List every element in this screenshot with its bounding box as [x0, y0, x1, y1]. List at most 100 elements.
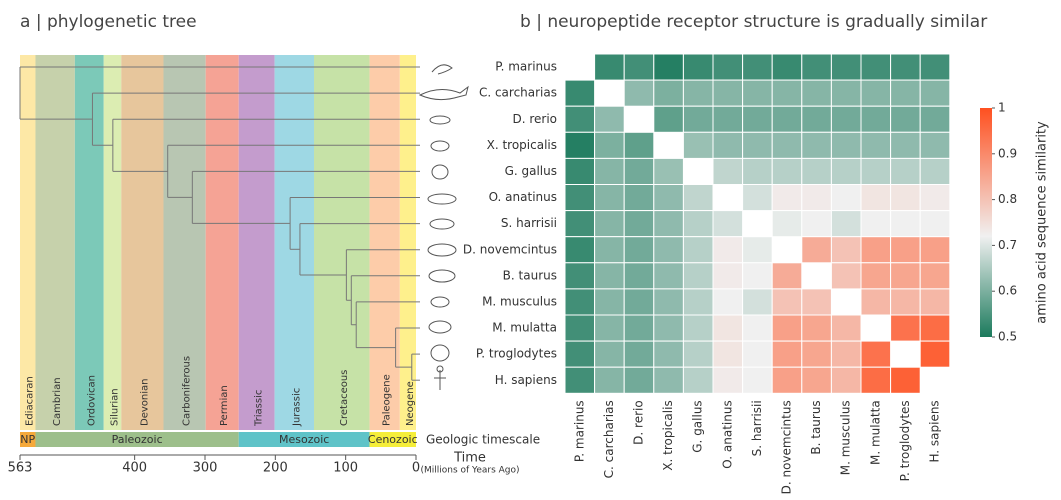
period-band	[121, 55, 164, 430]
heatmap-cell	[653, 210, 684, 238]
heatmap-cell	[801, 340, 832, 368]
heatmap-cell	[919, 340, 951, 368]
icon-chimp	[430, 344, 450, 362]
colorbar-label: amino acid sequence similarity	[1035, 121, 1050, 324]
period-band	[205, 55, 239, 430]
heatmap-cell	[653, 236, 684, 264]
heatmap-cell	[860, 236, 892, 264]
heatmap-cell	[742, 53, 773, 81]
heatmap-cell	[623, 157, 655, 185]
heatmap-cell	[830, 366, 862, 394]
heatmap-cell	[653, 262, 684, 290]
row-label: X. tropicalis	[487, 138, 557, 152]
heatmap-cell	[623, 262, 655, 290]
heatmap-cell	[564, 105, 596, 133]
era-label: Paleozoic	[112, 433, 163, 446]
heatmap-cell	[712, 314, 744, 342]
col-label: D. rerio	[632, 400, 646, 445]
period-band	[35, 55, 75, 430]
col-label: D. novemcintus	[780, 400, 794, 494]
heatmap-cell	[623, 210, 655, 238]
heatmap-cell	[890, 53, 921, 81]
heatmap-cell	[682, 105, 714, 133]
heatmap-cell	[742, 262, 773, 290]
heatmap-cell	[623, 53, 655, 81]
heatmap-cell	[771, 210, 803, 238]
colorbar-tick-label: 0.6	[998, 284, 1017, 298]
heatmap-cell	[919, 288, 951, 316]
heatmap-cell	[919, 262, 951, 290]
heatmap-cell	[801, 79, 832, 107]
era-band	[35, 432, 239, 447]
heatmap-cell	[860, 262, 892, 290]
icon-lamprey	[431, 64, 453, 75]
row-label: M. mulatta	[492, 321, 557, 335]
heatmap-cell	[742, 314, 773, 342]
heatmap-cell	[890, 105, 921, 133]
heatmap-cell	[919, 157, 951, 185]
heatmap-cell	[890, 131, 921, 159]
col-label: M. musculus	[839, 400, 853, 475]
heatmap-cell	[682, 184, 714, 212]
period-label: Cambrian	[52, 377, 63, 426]
heatmap-cell	[594, 184, 625, 212]
heatmap-cell	[623, 131, 655, 159]
row-label: C. carcharias	[479, 86, 557, 100]
heatmap-cell	[653, 79, 684, 107]
heatmap-cell	[860, 53, 892, 81]
heatmap-cell	[890, 288, 921, 316]
row-label: H. sapiens	[495, 373, 557, 387]
period-label: Jurassic	[291, 388, 302, 427]
heatmap-cell	[801, 288, 832, 316]
heatmap-cell	[801, 157, 832, 185]
heatmap-cell	[919, 210, 951, 238]
heatmap-cell	[712, 262, 744, 290]
heatmap-cell	[860, 131, 892, 159]
heatmap-cell	[594, 53, 625, 81]
col-label: P. marinus	[572, 400, 586, 462]
heatmap-cell	[771, 105, 803, 133]
panel-b-title: b | neuropeptide receptor structure is g…	[520, 12, 987, 32]
colorbar-tick-label: 0.5	[998, 330, 1017, 344]
heatmap-cell	[860, 157, 892, 185]
x-tick-label: 300	[193, 461, 218, 476]
heatmap-cell	[801, 131, 832, 159]
heatmap-cell	[564, 236, 596, 264]
colorbar-tick-label: 0.8	[998, 192, 1017, 206]
heatmap-cell	[830, 79, 862, 107]
icon-armadillo	[427, 243, 457, 257]
period-label: Cretaceous	[339, 370, 350, 426]
heatmap-cell	[564, 131, 596, 159]
heatmap-cell	[890, 210, 921, 238]
period-label: Neogene	[405, 381, 416, 426]
era-label: NP	[20, 433, 35, 446]
heatmap-cell	[712, 366, 744, 394]
x-axis-label: Time	[453, 451, 486, 466]
heatmap-cell	[623, 184, 655, 212]
heatmap-cell	[742, 157, 773, 185]
row-label: M. musculus	[482, 294, 557, 308]
col-label: M. mulatta	[868, 400, 882, 465]
heatmap-cell	[712, 340, 744, 368]
heatmap-cell	[830, 314, 862, 342]
heatmap-cell	[830, 105, 862, 133]
icon-devil	[429, 218, 455, 230]
era-band	[238, 432, 370, 447]
heatmap-cell	[682, 340, 714, 368]
heatmap-cell	[623, 366, 655, 394]
heatmap-cell	[801, 236, 832, 264]
heatmap-cell	[830, 157, 862, 185]
heatmap-cell	[682, 53, 714, 81]
heatmap-cell	[623, 236, 655, 264]
col-label: C. carcharias	[602, 400, 616, 478]
era-label: Cenozoic	[368, 433, 418, 446]
period-label: Permian	[219, 385, 230, 426]
colorbar-tick-label: 1	[998, 101, 1006, 115]
heatmap-cell	[653, 314, 684, 342]
era-label: Mesozoic	[279, 433, 329, 446]
heatmap-cell	[712, 79, 744, 107]
icon-cow	[428, 269, 456, 283]
heatmap-cell	[742, 236, 773, 264]
heatmap-cell	[682, 236, 714, 264]
heatmap-cell	[890, 366, 921, 394]
